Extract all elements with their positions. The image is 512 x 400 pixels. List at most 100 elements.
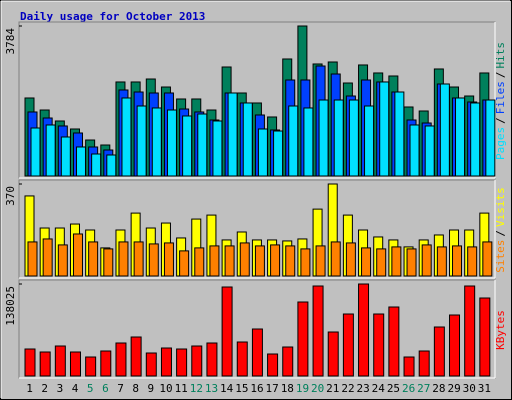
x-tick-label: 17: [266, 382, 279, 395]
bar: [421, 244, 432, 277]
chart-title: Daily usage for October 2013: [20, 10, 205, 23]
bar: [303, 107, 314, 177]
bar: [373, 313, 385, 377]
x-tick-label: 10: [159, 382, 172, 395]
bar: [191, 345, 203, 377]
bar: [282, 346, 294, 377]
x-tick-label: 22: [341, 382, 354, 395]
y-tick-label: 138025: [4, 286, 17, 326]
x-tick-label: 7: [117, 382, 124, 395]
x-tick-label: 16: [250, 382, 263, 395]
legend-entry: Sites: [494, 240, 507, 273]
y-tick-label: 370: [4, 186, 17, 206]
x-tick-label: 26: [402, 382, 415, 395]
legend-separator: /: [494, 117, 507, 124]
legend-entry: Hits: [494, 42, 507, 69]
bar: [39, 351, 51, 377]
bar: [433, 326, 445, 377]
bar: [312, 285, 324, 377]
bar: [449, 314, 461, 377]
bar: [145, 352, 157, 377]
bar: [242, 102, 253, 177]
bar: [267, 353, 279, 377]
bar: [342, 313, 354, 377]
bar: [391, 246, 402, 277]
bar: [121, 97, 132, 177]
bar: [42, 238, 53, 277]
x-tick-label: 13: [205, 382, 218, 395]
x-tick-label: 23: [357, 382, 370, 395]
bar: [315, 245, 326, 277]
bar: [221, 286, 233, 377]
bar: [27, 241, 38, 277]
bar: [57, 244, 68, 277]
bar: [118, 241, 129, 277]
bar: [166, 109, 177, 177]
bar: [239, 242, 250, 277]
bar: [254, 245, 265, 277]
x-tick-label: 9: [148, 382, 155, 395]
bar: [424, 125, 435, 177]
bar: [361, 247, 372, 277]
bar: [100, 350, 112, 377]
x-tick-label: 27: [417, 382, 430, 395]
x-tick-label: 24: [372, 382, 386, 395]
x-tick-label: 28: [432, 382, 445, 395]
bar: [24, 348, 36, 377]
bar: [300, 248, 311, 277]
bar: [482, 241, 493, 277]
x-tick-label: 29: [447, 382, 460, 395]
bar: [91, 153, 102, 177]
bar: [467, 246, 478, 277]
bar: [176, 348, 188, 377]
bar: [227, 92, 238, 177]
legend-entry: KBytes: [494, 310, 507, 350]
legend-entry: Files: [494, 81, 507, 114]
legend-entry: Visits: [494, 187, 507, 227]
bar: [464, 285, 476, 377]
bar: [163, 242, 174, 277]
x-tick-label: 1: [26, 382, 33, 395]
bar: [212, 120, 223, 177]
bar: [394, 91, 405, 177]
bar: [318, 99, 329, 177]
bar: [364, 105, 375, 177]
bar: [348, 99, 359, 177]
bar: [470, 102, 481, 177]
x-tick-label: 12: [190, 382, 203, 395]
bar: [288, 105, 299, 177]
bar: [85, 356, 97, 377]
bar: [194, 247, 205, 277]
bar: [479, 297, 491, 377]
bar: [455, 97, 466, 177]
y-tick-label: 3784: [4, 28, 17, 55]
bar: [273, 130, 284, 177]
x-tick-label: 5: [87, 382, 94, 395]
bar: [270, 244, 281, 277]
bar: [327, 331, 339, 377]
bar: [436, 246, 447, 277]
bar: [439, 83, 450, 177]
bar: [418, 350, 430, 377]
bar: [69, 351, 81, 377]
x-tick-label: 3: [57, 382, 64, 395]
bar: [75, 146, 86, 177]
bar: [345, 242, 356, 277]
bar: [72, 233, 83, 277]
x-tick-label: 8: [132, 382, 139, 395]
x-tick-label: 2: [41, 382, 48, 395]
x-tick-label: 31: [478, 382, 491, 395]
bar: [297, 301, 309, 377]
legend: Sites / Visits: [494, 187, 507, 273]
legend: Pages / Files / Hits: [494, 42, 507, 160]
bar: [330, 241, 341, 277]
bar: [388, 306, 400, 377]
bar: [224, 245, 235, 277]
bar: [403, 356, 415, 377]
bar: [160, 347, 172, 377]
bar: [179, 250, 190, 277]
x-tick-label: 21: [326, 382, 339, 395]
x-tick-label: 25: [387, 382, 400, 395]
legend-entry: Pages: [494, 127, 507, 160]
bar: [379, 81, 390, 177]
